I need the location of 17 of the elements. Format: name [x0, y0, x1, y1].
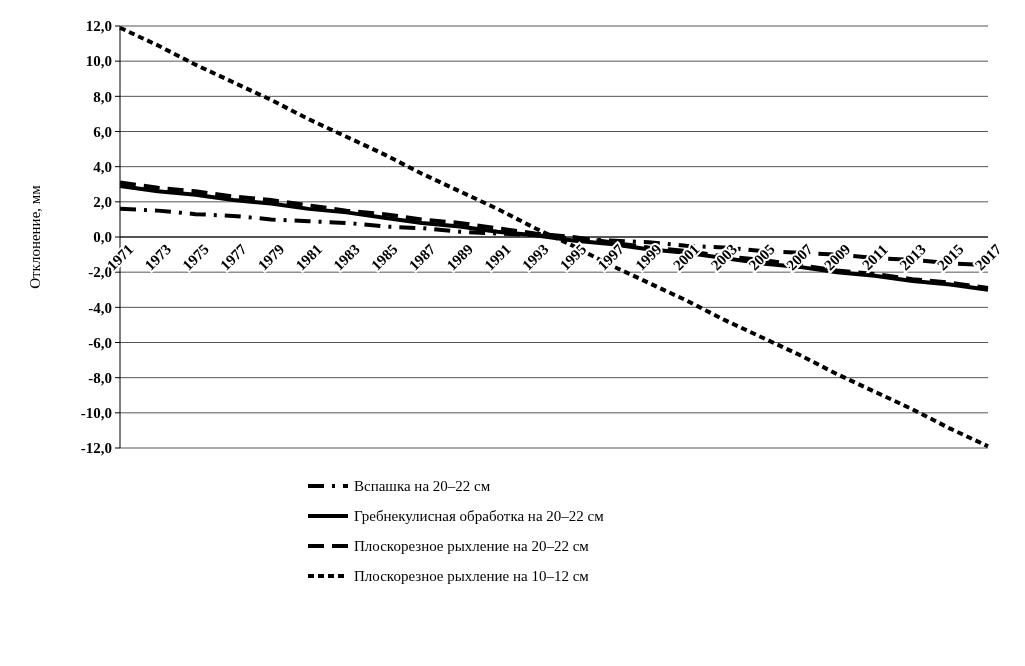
legend-label: Плоскорезное рыхление на 20–22 см: [354, 538, 590, 555]
y-tick-label: -8,0: [88, 369, 112, 386]
legend-label: Плоскорезное рыхление на 10–12 см: [354, 568, 590, 585]
y-tick-label: -10,0: [80, 405, 112, 422]
y-tick-label: 8,0: [93, 88, 112, 105]
y-tick-label: -6,0: [88, 334, 112, 351]
y-axis-title: Отклонение, мм: [27, 184, 43, 289]
y-tick-label: 4,0: [93, 158, 112, 175]
legend-label: Вспашка на 20–22 см: [354, 478, 491, 495]
y-tick-label: -12,0: [80, 440, 112, 457]
y-tick-label: 12,0: [85, 18, 112, 35]
y-tick-label: 0,0: [93, 229, 112, 246]
legend-label: Гребнекулисная обработка на 20–22 см: [354, 508, 605, 525]
y-tick-label: 6,0: [93, 123, 112, 140]
y-tick-label: -4,0: [88, 299, 112, 316]
y-tick-label: 2,0: [93, 194, 112, 211]
y-tick-label: 10,0: [85, 53, 112, 70]
